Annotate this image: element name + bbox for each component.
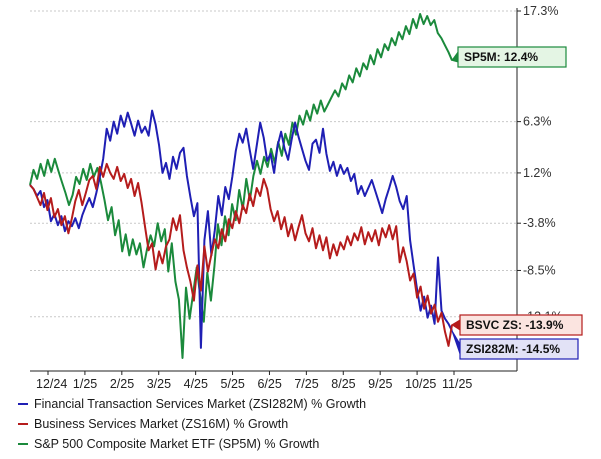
- x-tick-label: 9/25: [368, 377, 392, 391]
- legend-label-zs16m: Business Services Market (ZS16M) % Growt…: [34, 417, 289, 431]
- series-line-zs16m: [29, 162, 453, 347]
- callout-pointer-sp5m: [451, 50, 459, 63]
- callout-box-zs16m: [459, 314, 583, 336]
- legend-label-sp5m: S&P 500 Composite Market ETF (SP5M) % Gr…: [34, 437, 320, 451]
- callout-pointer-zsi282m: [451, 330, 461, 355]
- callout-label-zsi282m: ZSI282M: -14.5%: [466, 342, 560, 356]
- x-tick-label: 12/24: [36, 377, 67, 391]
- x-tick-label: 4/25: [184, 377, 208, 391]
- y-tick-label: 17.3%: [523, 4, 558, 18]
- legend-item-zsi282m: Financial Transaction Services Market (Z…: [18, 397, 366, 411]
- y-tick-label: 1.2%: [523, 166, 552, 180]
- y-tick-label: -8.5%: [523, 263, 556, 277]
- legend-swatch-sp5m: [18, 443, 28, 445]
- callout-label-sp5m: SP5M: 12.4%: [464, 50, 538, 64]
- x-axis-ticks: 12/24 1/25 2/25 3/25 4/25 5/25 6/25 7/25 8/25 9/2…: [36, 371, 472, 391]
- series-callouts: SP5M: 12.4% BSVC ZS: -13.9% ZSI282M: -14.5…: [451, 46, 583, 360]
- y-tick-label: -3.8%: [523, 216, 556, 230]
- series-line-zsi282m: [29, 109, 453, 349]
- x-tick-label: 8/25: [331, 377, 355, 391]
- legend-swatch-zs16m: [18, 423, 28, 425]
- series-lines: [29, 13, 453, 359]
- x-tick-label: 2/25: [110, 377, 134, 391]
- x-tick-label: 6/25: [257, 377, 281, 391]
- legend-label-zsi282m: Financial Transaction Services Market (Z…: [34, 397, 367, 411]
- legend-swatch-zsi282m: [18, 403, 28, 405]
- x-tick-label: 11/25: [442, 377, 472, 391]
- callout-box-zsi282m: [459, 338, 579, 360]
- legend-item-sp5m: S&P 500 Composite Market ETF (SP5M) % Gr…: [18, 437, 319, 451]
- callout-box-sp5m: [457, 46, 567, 68]
- x-tick-label: 10/25: [405, 377, 436, 391]
- x-tick-label: 7/25: [294, 377, 318, 391]
- callout-pointer-zs16m: [451, 319, 461, 331]
- legend-item-zs16m: Business Services Market (ZS16M) % Growt…: [18, 417, 288, 431]
- series-line-sp5m: [29, 13, 453, 359]
- callout-label-zs16m: BSVC ZS: -13.9%: [466, 318, 564, 332]
- y-tick-label: 6.3%: [523, 115, 552, 129]
- x-tick-label: 1/25: [73, 377, 97, 391]
- x-tick-label: 5/25: [221, 377, 245, 391]
- x-tick-label: 3/25: [147, 377, 171, 391]
